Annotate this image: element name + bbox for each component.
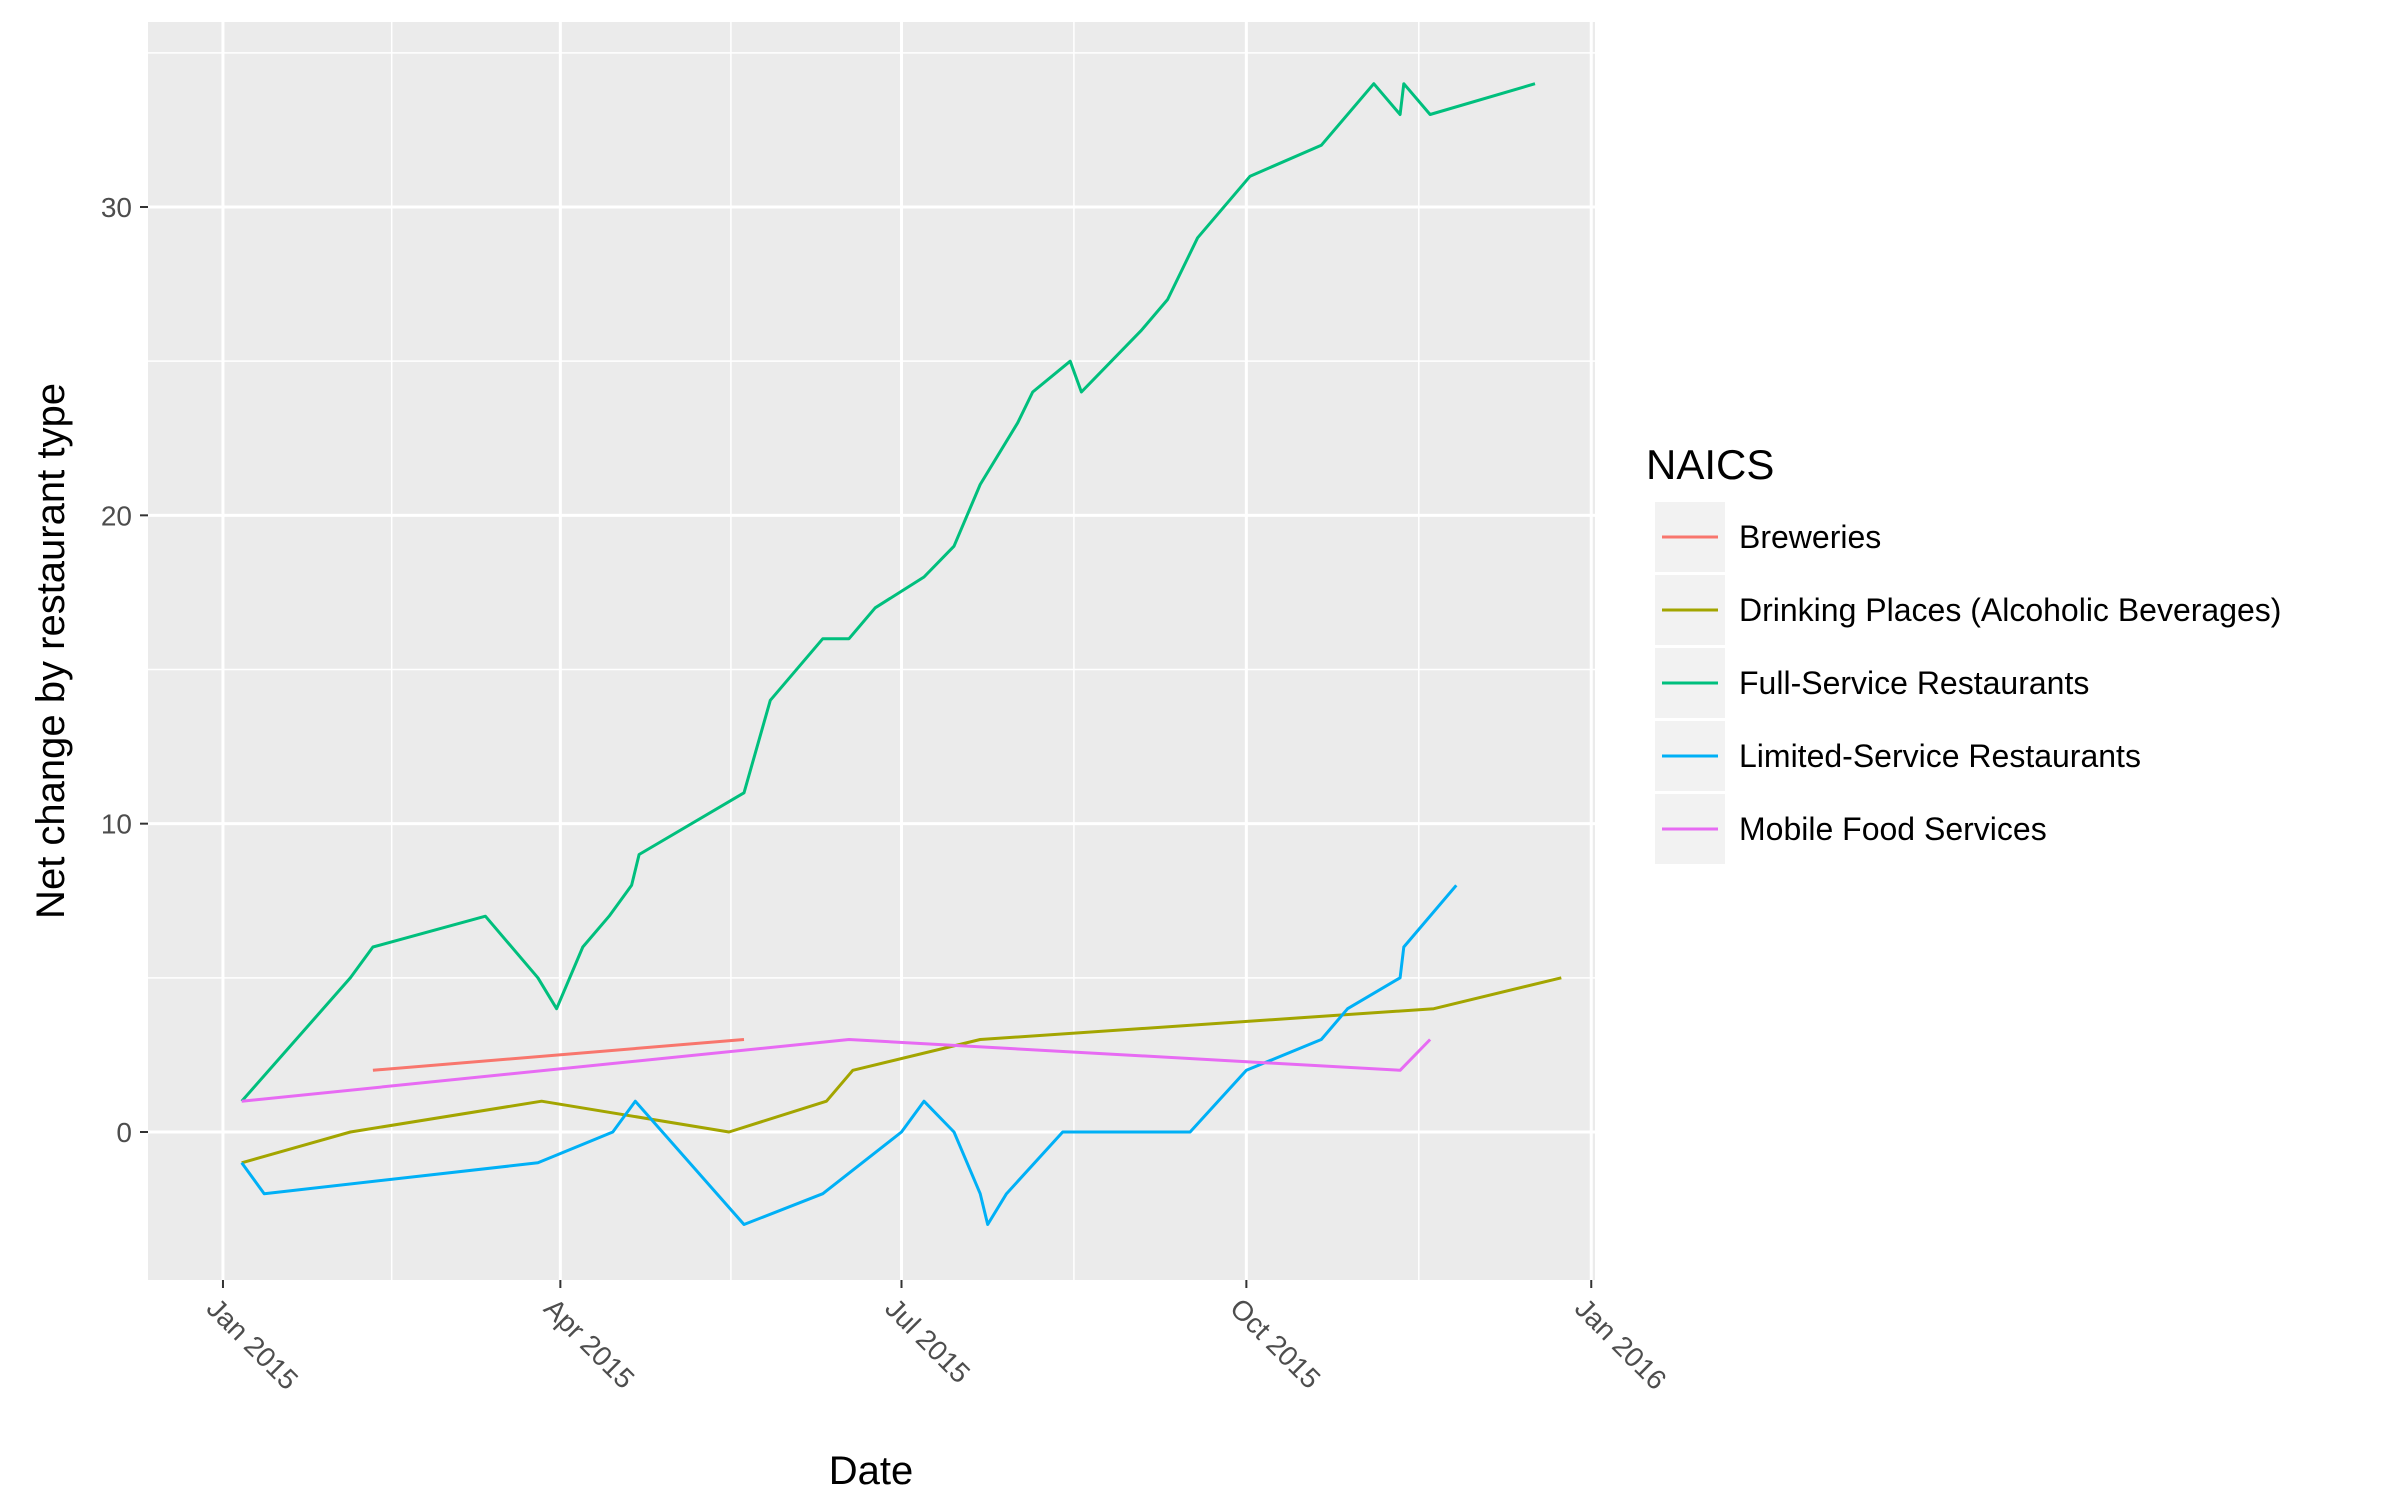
legend: NAICS Breweries Drinking Places (Alcoholi…	[1646, 441, 2281, 864]
legend-label: Drinking Places (Alcoholic Beverages)	[1739, 592, 2281, 628]
series-layer	[240, 82, 1562, 1226]
legend-items: Breweries Drinking Places (Alcoholic Beve…	[1655, 502, 2281, 864]
legend-item-drinking-places-alcoholic-beverages: Drinking Places (Alcoholic Beverages)	[1655, 575, 2281, 645]
x-tick-label: Jan 2016	[1569, 1292, 1672, 1395]
legend-item-full-service-restaurants: Full-Service Restaurants	[1655, 648, 2089, 718]
plot-panel	[148, 22, 1595, 1280]
y-tick-label: 30	[101, 192, 132, 223]
legend-label: Full-Service Restaurants	[1739, 665, 2089, 701]
x-axis-title: Date	[829, 1449, 914, 1493]
legend-label: Limited-Service Restaurants	[1739, 738, 2141, 774]
y-tick-label: 10	[101, 809, 132, 840]
series-line-limited-service-restaurants	[240, 884, 1458, 1226]
legend-item-mobile-food-services: Mobile Food Services	[1655, 794, 2047, 864]
series-line-drinking-places-alcoholic-beverages	[241, 976, 1562, 1165]
y-tick-label: 0	[116, 1117, 132, 1148]
grid-major	[148, 22, 1595, 1280]
grid-minor	[148, 22, 1595, 1280]
series-line-full-service-restaurants	[240, 82, 1536, 1103]
legend-item-breweries: Breweries	[1655, 502, 1881, 572]
legend-label: Breweries	[1739, 519, 1881, 555]
y-axis: 0 10 20 30	[101, 192, 148, 1148]
x-tick-label: Oct 2015	[1224, 1292, 1326, 1394]
series-line-mobile-food-services	[241, 1038, 1432, 1103]
series-line-breweries	[372, 1038, 745, 1072]
x-tick-label: Jan 2015	[201, 1292, 304, 1395]
y-tick-label: 20	[101, 500, 132, 531]
x-tick-label: Apr 2015	[538, 1292, 640, 1394]
legend-label: Mobile Food Services	[1739, 811, 2047, 847]
x-tick-label: Jul 2015	[879, 1292, 976, 1389]
legend-title: NAICS	[1646, 441, 1774, 488]
legend-item-limited-service-restaurants: Limited-Service Restaurants	[1655, 721, 2141, 791]
x-axis: Jan 2015 Apr 2015 Jul 2015 Oct 2015 Jan 2016	[201, 1280, 1672, 1396]
y-axis-title: Net change by restaurant type	[29, 383, 73, 919]
